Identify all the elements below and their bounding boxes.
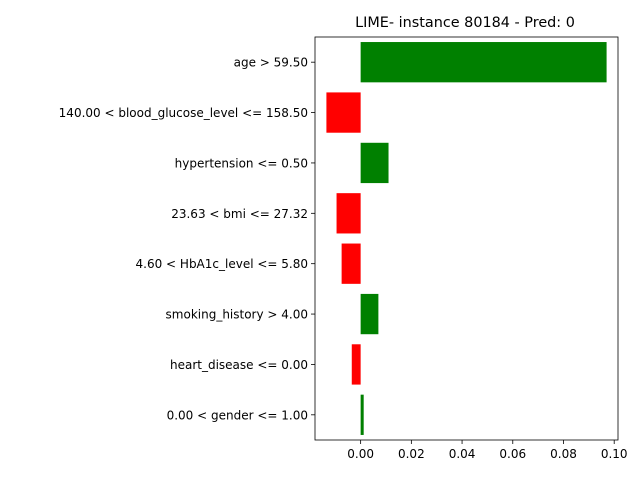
- x-tick-label-5: 0.10: [601, 447, 628, 461]
- plot-frame: [314, 36, 619, 441]
- y-tick-label-4: 4.60 < HbA1c_level <= 5.80: [136, 257, 308, 271]
- y-tick-label-7: 0.00 < gender <= 1.00: [167, 408, 308, 422]
- bar-7: [360, 394, 364, 435]
- y-tick-label-6: heart_disease <= 0.00: [170, 358, 308, 372]
- bar-6: [351, 344, 361, 385]
- bar-2: [360, 142, 389, 184]
- bar-4: [341, 243, 361, 284]
- x-tick-label-1: 0.02: [398, 447, 425, 461]
- y-tick-label-5: smoking_history > 4.00: [166, 308, 308, 322]
- bar-0: [360, 42, 607, 83]
- y-tick-label-1: 140.00 < blood_glucose_level <= 158.50: [59, 106, 308, 120]
- x-tick-label-3: 0.06: [499, 447, 526, 461]
- axes-layer: age > 59.50 140.00 < blood_glucose_level …: [59, 36, 628, 461]
- bar-5: [360, 293, 379, 335]
- bars-layer: [326, 42, 607, 435]
- y-tick-label-0: age > 59.50: [234, 56, 308, 70]
- x-tick-label-2: 0.04: [449, 447, 476, 461]
- bar-3: [336, 193, 361, 234]
- bar-1: [326, 92, 361, 133]
- x-tick-label-0: 0.00: [347, 447, 374, 461]
- x-tick-label-4: 0.08: [550, 447, 577, 461]
- chart-title: LIME- instance 80184 - Pred: 0: [355, 15, 575, 31]
- y-tick-label-2: hypertension <= 0.50: [175, 156, 308, 170]
- y-tick-label-3: 23.63 < bmi <= 27.32: [171, 207, 308, 221]
